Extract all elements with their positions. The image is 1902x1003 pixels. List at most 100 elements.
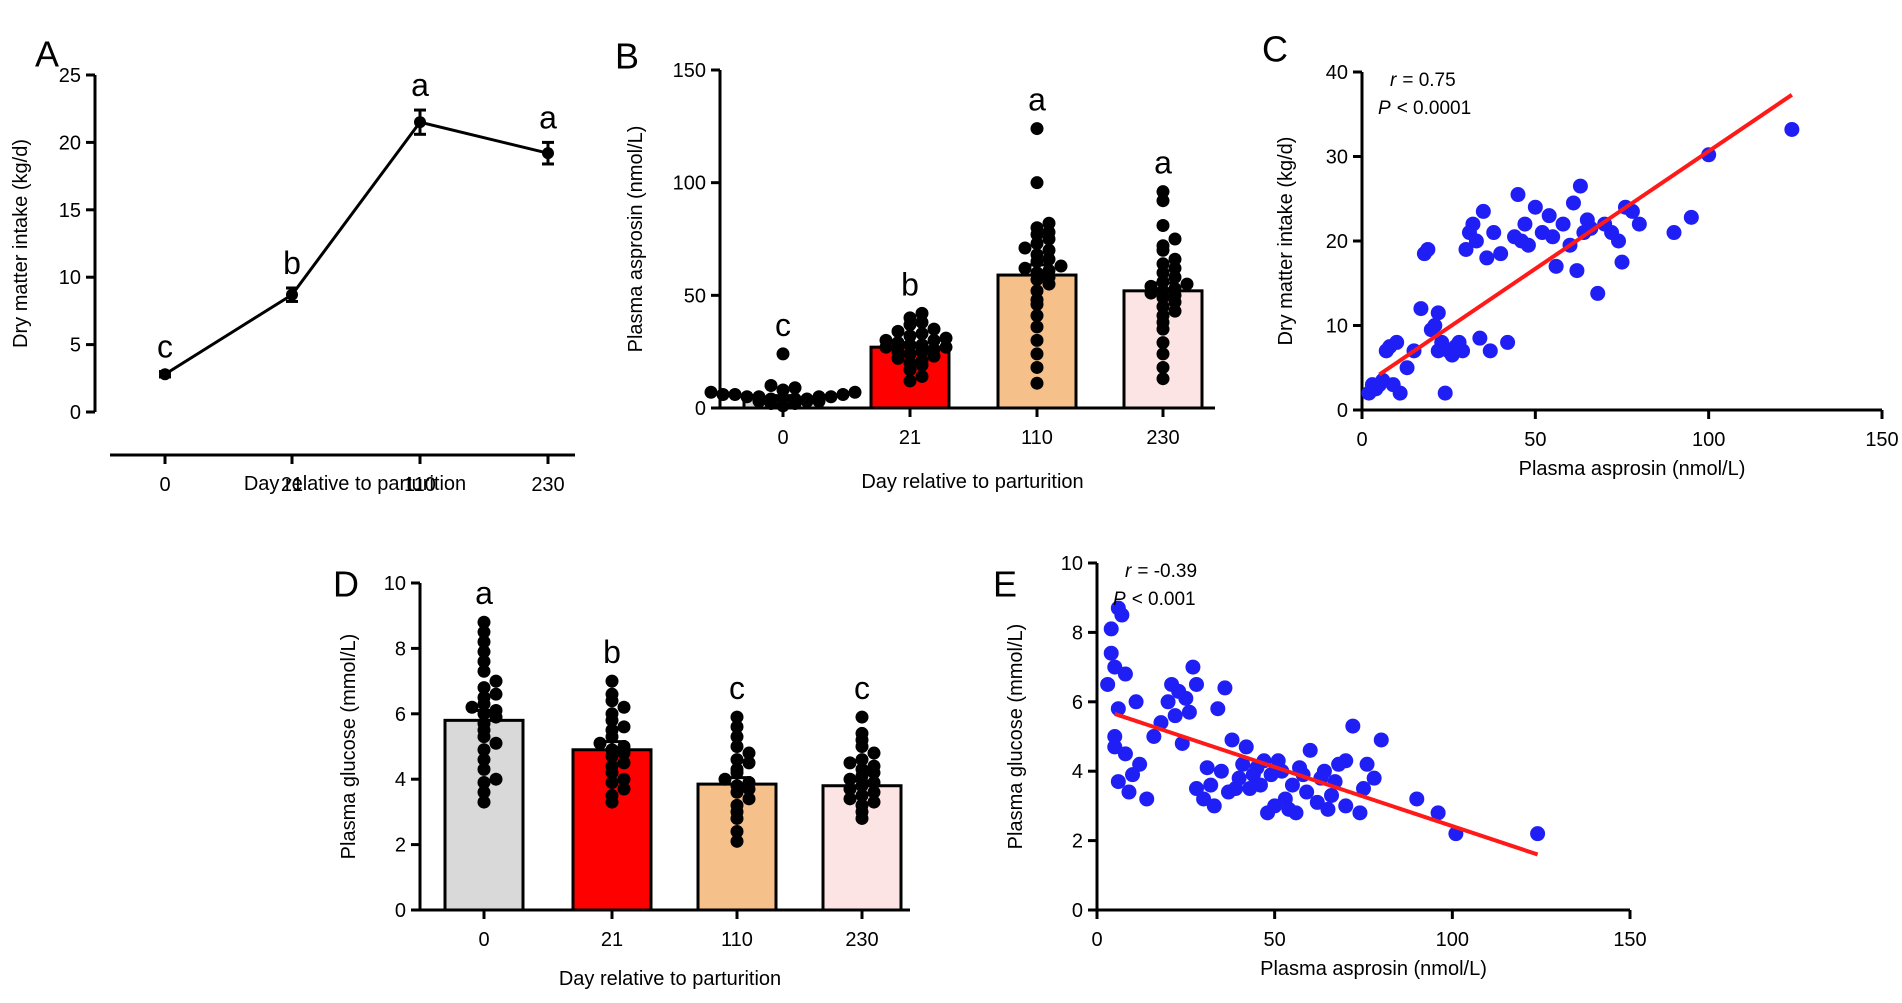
data-point bbox=[927, 322, 941, 336]
data-point bbox=[903, 311, 917, 325]
data-point bbox=[1590, 285, 1606, 301]
data-point bbox=[1042, 243, 1056, 257]
data-point bbox=[1437, 385, 1453, 401]
data-point bbox=[1156, 360, 1170, 374]
panel-e-scatter-plot: E 0 2 4 6 8 10 Plasma glucose (mmol/L) 0 50 100 150… bbox=[993, 553, 1647, 980]
p-statistic: P < 0.0001 bbox=[1378, 98, 1471, 119]
y-axis-title: Plasma glucose (mmol/L) bbox=[1005, 624, 1027, 850]
x-axis-title: Plasma asprosin (nmol/L) bbox=[1519, 458, 1746, 480]
panel-letter: D bbox=[333, 563, 359, 604]
r-statistic: r = -0.39 bbox=[1125, 561, 1197, 582]
x-tick-label: 0 bbox=[1091, 929, 1102, 951]
data-point bbox=[1168, 282, 1182, 296]
data-point bbox=[477, 775, 491, 789]
data-point bbox=[1472, 330, 1488, 346]
data-point bbox=[605, 674, 619, 688]
data-point bbox=[752, 390, 766, 404]
y-tick-label: 0 bbox=[70, 402, 81, 424]
data-point bbox=[1320, 801, 1336, 817]
data-point bbox=[1168, 261, 1182, 275]
data-point bbox=[1156, 194, 1170, 208]
data-point bbox=[605, 723, 619, 737]
data-point bbox=[1555, 216, 1571, 232]
data-point bbox=[1413, 301, 1429, 317]
data-point bbox=[1178, 690, 1194, 706]
data-point bbox=[730, 798, 744, 812]
y-tick-label: 10 bbox=[59, 267, 81, 289]
data-point bbox=[843, 792, 857, 806]
y-tick-label: 0 bbox=[695, 398, 706, 420]
data-point bbox=[1493, 246, 1509, 262]
significance-letter: b bbox=[901, 266, 919, 302]
data-point bbox=[1288, 805, 1304, 821]
y-tick-label: 6 bbox=[395, 704, 406, 726]
x-tick-label: 50 bbox=[1264, 929, 1286, 951]
data-point bbox=[477, 681, 491, 695]
data-point bbox=[1373, 732, 1389, 748]
data-point bbox=[855, 753, 869, 767]
data-point bbox=[1565, 195, 1581, 211]
y-tick-label: 25 bbox=[59, 65, 81, 87]
data-point bbox=[1030, 320, 1044, 334]
x-tick-label: 50 bbox=[1524, 429, 1546, 451]
data-point bbox=[1042, 252, 1056, 266]
data-point bbox=[477, 690, 491, 704]
data-point bbox=[812, 390, 826, 404]
data-point bbox=[1284, 777, 1300, 793]
data-point bbox=[903, 347, 917, 361]
p-symbol: P bbox=[1378, 98, 1391, 119]
data-point bbox=[915, 315, 929, 329]
data-point bbox=[1458, 241, 1474, 257]
data-point bbox=[1030, 176, 1044, 190]
data-point bbox=[1784, 121, 1800, 137]
data-point bbox=[1110, 701, 1126, 717]
data-point bbox=[742, 756, 756, 770]
data-point bbox=[1188, 676, 1204, 692]
data-point bbox=[1167, 708, 1183, 724]
y-tick-label: 20 bbox=[59, 132, 81, 154]
data-point bbox=[915, 354, 929, 368]
x-tick-label: 100 bbox=[1436, 929, 1469, 951]
y-tick-label: 100 bbox=[673, 173, 706, 195]
x-axis-title: Day relative to parturition bbox=[861, 471, 1083, 493]
data-point bbox=[927, 333, 941, 347]
data-point bbox=[1530, 826, 1546, 842]
x-tick-label: 100 bbox=[1692, 429, 1725, 451]
data-point bbox=[1614, 254, 1630, 270]
r-symbol: r bbox=[1125, 561, 1132, 582]
significance-letter: a bbox=[1028, 82, 1046, 118]
y-tick-label: 10 bbox=[1061, 553, 1083, 575]
data-point bbox=[742, 746, 756, 760]
data-point bbox=[617, 782, 631, 796]
data-point bbox=[1420, 241, 1436, 257]
data-point bbox=[1324, 787, 1340, 803]
data-point bbox=[1168, 304, 1182, 318]
data-point bbox=[730, 825, 744, 839]
data-point bbox=[489, 736, 503, 750]
r-symbol: r bbox=[1390, 70, 1397, 91]
data-point bbox=[617, 700, 631, 714]
data-point bbox=[1517, 216, 1533, 232]
data-point bbox=[1160, 694, 1176, 710]
r-statistic: r = 0.75 bbox=[1390, 70, 1456, 91]
data-point bbox=[1168, 232, 1182, 246]
data-point bbox=[855, 798, 869, 812]
x-axis-title: Plasma asprosin (nmol/L) bbox=[1260, 958, 1487, 980]
data-point bbox=[617, 756, 631, 770]
data-point bbox=[1107, 729, 1123, 744]
y-tick-label: 6 bbox=[1072, 692, 1083, 714]
panel-letter: C bbox=[1262, 28, 1288, 69]
significance-letter: c bbox=[775, 307, 791, 343]
data-point bbox=[1042, 225, 1056, 239]
data-point bbox=[939, 340, 953, 354]
data-point bbox=[718, 772, 732, 786]
data-point bbox=[1548, 258, 1564, 274]
data-point bbox=[477, 762, 491, 776]
data-point bbox=[848, 385, 862, 399]
x-tick-label: 230 bbox=[1146, 427, 1179, 449]
data-point bbox=[1302, 742, 1318, 758]
data-point bbox=[1042, 264, 1056, 278]
data-point bbox=[855, 710, 869, 724]
data-point bbox=[414, 116, 426, 129]
data-point bbox=[867, 785, 881, 799]
